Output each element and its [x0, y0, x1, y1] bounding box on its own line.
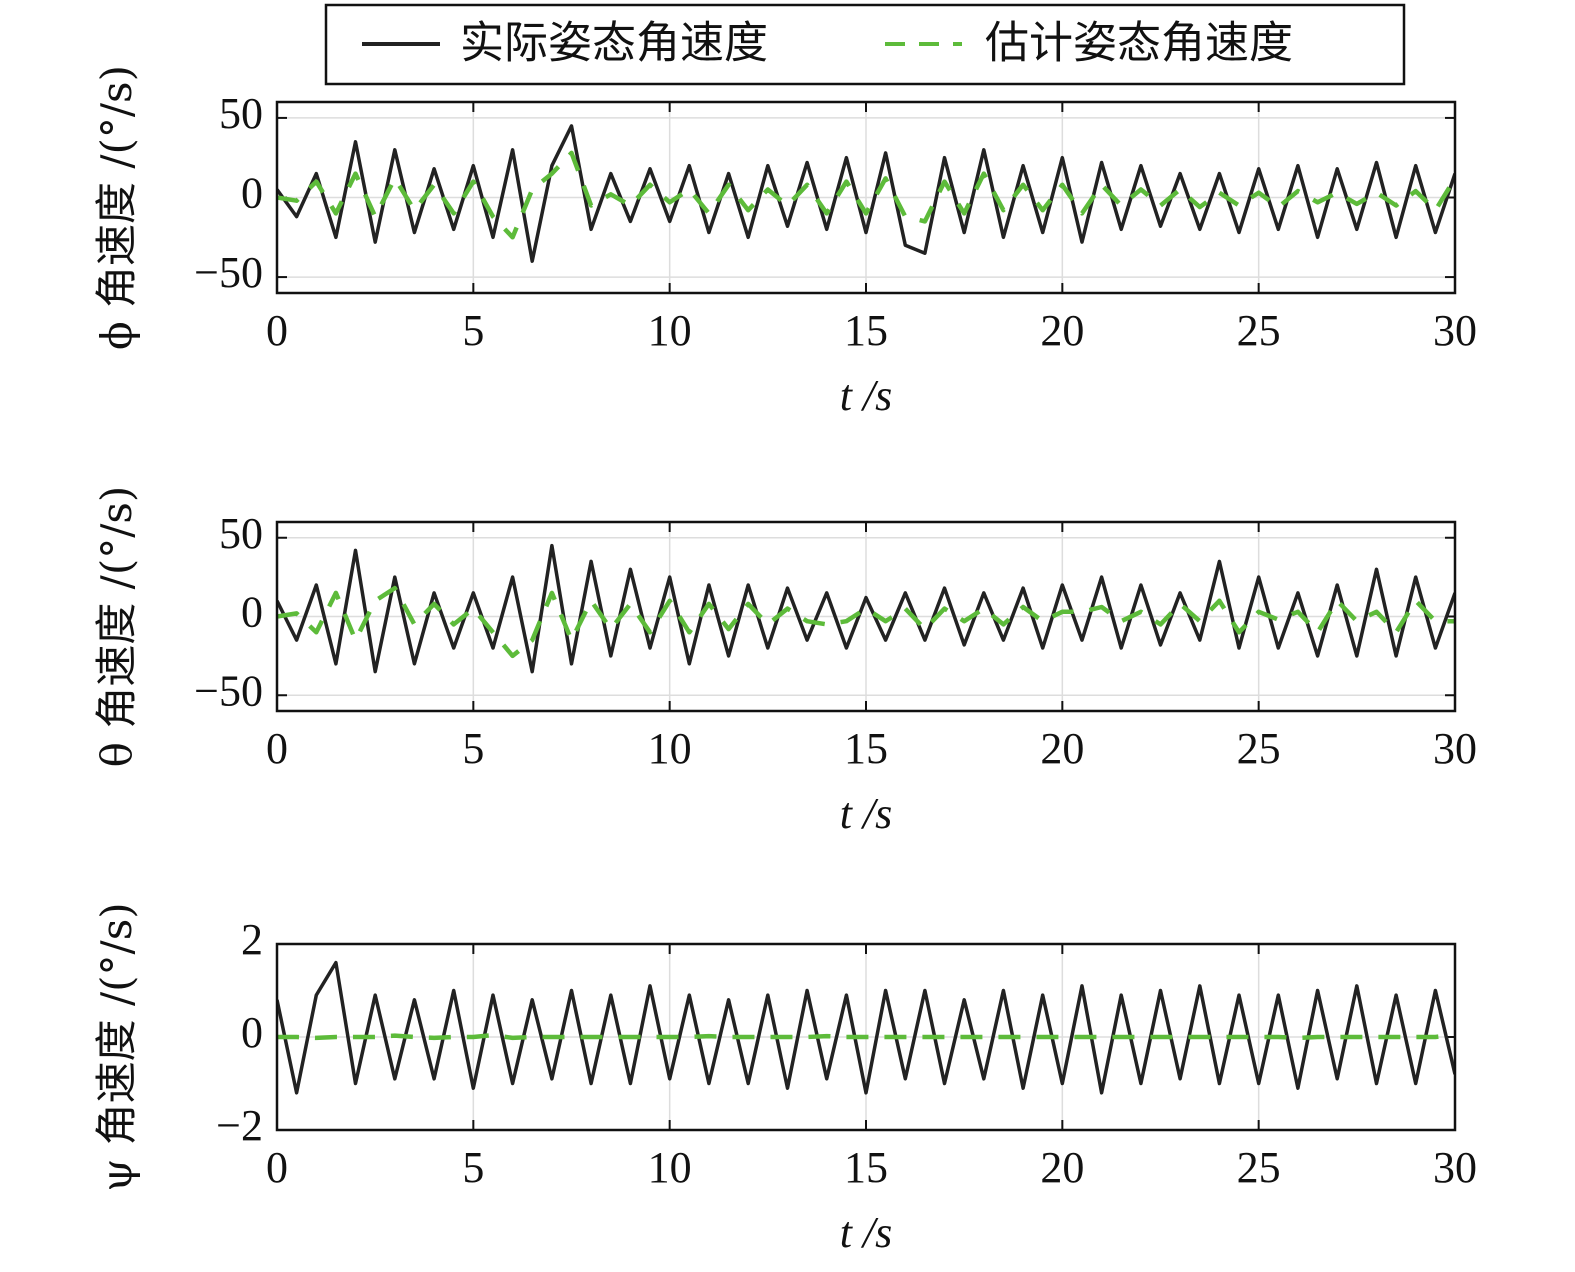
y-axis-label: θ 角速度 /(°/s)	[92, 486, 141, 768]
y-tick-label: 0	[241, 1008, 263, 1057]
x-tick-label: 0	[266, 724, 288, 773]
x-axis-label: t /s	[840, 789, 893, 838]
plot-frame	[275, 942, 1457, 1132]
y-tick-label: 2	[241, 915, 263, 964]
data-line	[277, 1032, 1455, 1041]
x-tick-label: 30	[1433, 306, 1477, 355]
legend-box	[324, 3, 1406, 86]
y-tick-label: −50	[194, 666, 263, 715]
x-tick-label: 15	[844, 1143, 888, 1192]
y-tick-label: 50	[219, 509, 263, 558]
data-line	[277, 585, 1455, 659]
x-tick-label: 5	[462, 724, 484, 773]
x-tick-label: 10	[648, 1143, 692, 1192]
x-axis-label: t /s	[840, 1208, 893, 1257]
legend: 实际姿态角速度 估计姿态角速度	[324, 3, 1406, 86]
y-axis-label: ϕ 角速度 /(°/s)	[92, 65, 141, 350]
plot-frame	[275, 100, 1457, 295]
data-line	[277, 960, 1455, 1095]
x-tick-label: 30	[1433, 724, 1477, 773]
x-tick-label: 30	[1433, 1143, 1477, 1192]
x-tick-label: 0	[266, 306, 288, 355]
x-tick-label: 20	[1040, 1143, 1084, 1192]
y-tick-label: −2	[216, 1101, 263, 1150]
x-tick-label: 5	[462, 1143, 484, 1192]
legend-label: 实际姿态角速度	[460, 18, 768, 69]
data-line	[277, 124, 1455, 263]
data-line	[277, 150, 1455, 240]
x-tick-label: 25	[1237, 724, 1281, 773]
x-tick-label: 20	[1040, 306, 1084, 355]
y-tick-label: −50	[194, 248, 263, 297]
plot-frame	[275, 520, 1457, 713]
legend-label: 估计姿态角速度	[985, 18, 1293, 69]
y-axis-label: ψ 角速度 /(°/s)	[92, 902, 141, 1191]
y-tick-label: 0	[241, 588, 263, 637]
x-tick-label: 15	[844, 306, 888, 355]
x-tick-label: 0	[266, 1143, 288, 1192]
x-tick-label: 20	[1040, 724, 1084, 773]
y-tick-label: 0	[241, 169, 263, 218]
data-line	[277, 543, 1455, 674]
x-tick-label: 5	[462, 306, 484, 355]
x-tick-label: 10	[648, 306, 692, 355]
y-tick-label: 50	[219, 89, 263, 138]
x-axis-label: t /s	[840, 371, 893, 420]
x-tick-label: 25	[1237, 1143, 1281, 1192]
x-tick-label: 10	[648, 724, 692, 773]
x-tick-label: 15	[844, 724, 888, 773]
x-tick-label: 25	[1237, 306, 1281, 355]
